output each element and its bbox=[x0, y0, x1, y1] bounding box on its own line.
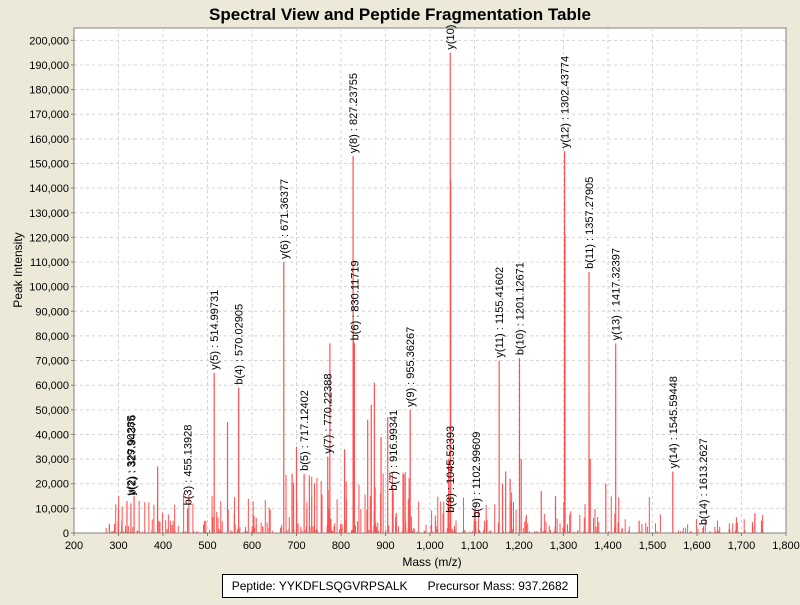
peak-annotation: b(3) : 455.13928 bbox=[183, 425, 195, 506]
x-tick-label: 200 bbox=[65, 540, 83, 552]
x-tick-label: 300 bbox=[109, 540, 127, 552]
y-tick-label: 100,000 bbox=[29, 282, 69, 294]
peak-annotation: b(6) : 830.11719 bbox=[349, 260, 361, 340]
x-tick-label: 1,700 bbox=[728, 540, 756, 552]
peak-annotation: y(13) : 1417.32397 bbox=[611, 248, 623, 340]
x-tick-label: 1,300 bbox=[550, 540, 578, 552]
y-tick-label: 60,000 bbox=[35, 380, 69, 392]
x-tick-label: 1,800 bbox=[772, 540, 800, 552]
x-axis-label: Mass (m/z) bbox=[402, 555, 461, 569]
y-tick-label: 200,000 bbox=[29, 35, 69, 47]
peak-annotation: y(12) : 1302.43774 bbox=[560, 56, 572, 148]
peak-annotation: b(14) : 1613.2627 bbox=[698, 438, 710, 525]
x-tick-label: 1,200 bbox=[505, 540, 533, 552]
x-tick-label: 1,000 bbox=[416, 540, 444, 552]
y-tick-label: 130,000 bbox=[29, 208, 69, 220]
y-tick-label: 30,000 bbox=[35, 454, 69, 466]
grid-layer bbox=[74, 28, 786, 533]
peak-annotation: b(4) : 570.02905 bbox=[234, 304, 246, 385]
peak-annotation: y(14) : 1545.59448 bbox=[668, 376, 680, 468]
peptide-sequence: Peptide: YYKDFLSQGVRPSALK bbox=[231, 579, 408, 593]
x-tick-label: 1,500 bbox=[639, 540, 667, 552]
y-tick-label: 80,000 bbox=[35, 331, 69, 343]
y-tick-label: 0 bbox=[63, 528, 69, 540]
x-tick-label: 900 bbox=[376, 540, 394, 552]
y-tick-label: 70,000 bbox=[35, 356, 69, 368]
x-tick-label: 700 bbox=[287, 540, 305, 552]
peak-annotation: y(9) : 955.36267 bbox=[405, 327, 417, 407]
y-tick-label: 10,000 bbox=[35, 503, 69, 515]
x-tick-label: 1,600 bbox=[683, 540, 711, 552]
peak-annotation: y(7) : 770.22388 bbox=[323, 374, 335, 454]
peak-annotation: b(5) : 717.12402 bbox=[299, 390, 311, 471]
precursor-mass: Precursor Mass: 937.2682 bbox=[427, 579, 569, 593]
peak-annotation: y(10) bbox=[445, 25, 457, 50]
y-axis-label: Peak Intensity bbox=[11, 232, 25, 307]
axes-layer: 0 10,000 20,000 30,000 40,000 50,000 60,000 70,… bbox=[29, 28, 800, 552]
peak-annotation: y(8) : 827.23755 bbox=[348, 73, 360, 153]
x-tick-label: 1,400 bbox=[594, 540, 622, 552]
peptide-info-box: Peptide: YYKDFLSQGVRPSALK Precursor Mass… bbox=[222, 574, 578, 598]
peak-annotation: b(9) : 1102.99609 bbox=[471, 432, 483, 518]
y-tick-label: 170,000 bbox=[29, 109, 69, 121]
peak-annotation: y(11) : 1155.41602 bbox=[494, 267, 506, 358]
x-tick-label: 400 bbox=[154, 540, 172, 552]
y-tick-label: 180,000 bbox=[29, 85, 69, 97]
peak-annotation: y(5) : 514.99731 bbox=[209, 290, 221, 370]
x-tick-label: 500 bbox=[198, 540, 216, 552]
chart-title: Spectral View and Peptide Fragmentation … bbox=[209, 5, 591, 24]
peak-annotation: b(8) : 1045.52393 bbox=[445, 426, 457, 513]
peak-annotation: b(7) : 916.99341 bbox=[388, 410, 400, 491]
y-tick-label: 40,000 bbox=[35, 429, 69, 441]
peak-annotation: y(2) : 329.90285 bbox=[126, 415, 138, 495]
peaks-layer bbox=[105, 52, 764, 533]
y-tick-label: 140,000 bbox=[29, 183, 69, 195]
y-tick-label: 150,000 bbox=[29, 158, 69, 170]
x-tick-label: 1,100 bbox=[461, 540, 489, 552]
y-tick-label: 120,000 bbox=[29, 232, 69, 244]
y-tick-label: 90,000 bbox=[35, 306, 69, 318]
peak-annotation: b(11) : 1357.27905 bbox=[584, 177, 596, 269]
y-tick-label: 50,000 bbox=[35, 405, 69, 417]
peak-annotation: b(2) : 327.94376 bbox=[126, 415, 138, 496]
peak-annotation: b(10) : 1201.12671 bbox=[514, 262, 526, 355]
y-tick-label: 110,000 bbox=[30, 257, 69, 269]
y-tick-label: 20,000 bbox=[35, 479, 69, 491]
peak-annotation: y(6) : 671.36377 bbox=[279, 179, 291, 259]
y-tick-label: 160,000 bbox=[29, 134, 69, 146]
x-tick-label: 800 bbox=[332, 540, 350, 552]
y-tick-label: 190,000 bbox=[29, 60, 69, 72]
x-tick-label: 600 bbox=[243, 540, 261, 552]
